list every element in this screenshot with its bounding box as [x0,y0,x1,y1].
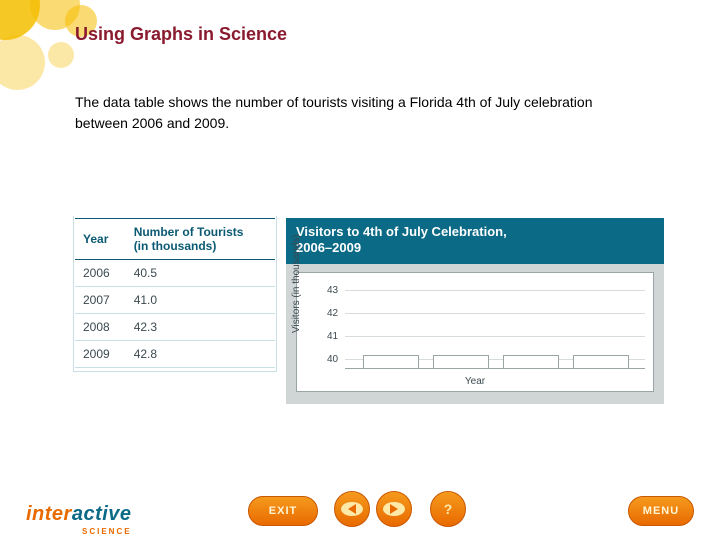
chart-gridline [345,313,645,314]
next-icon [383,502,405,516]
table-row: 200942.8 [75,341,275,368]
menu-button[interactable]: MENU [628,496,694,526]
chart-plot [345,279,645,369]
exit-label: EXIT [269,505,297,517]
chart-x-slot [433,355,489,369]
chart-gridline [345,290,645,291]
brand-subtitle: SCIENCE [82,527,132,536]
table-cell: 2007 [75,287,126,314]
chart-gridline [345,336,645,337]
help-icon: ? [444,501,453,517]
table-cell: 40.5 [126,260,275,287]
chart-x-slot [573,355,629,369]
chart-panel: Visitors to 4th of July Celebration, 200… [286,218,664,404]
chart-y-tick: 42 [327,308,338,319]
table-row: 200640.5 [75,260,275,287]
table-cell: 42.3 [126,314,275,341]
help-button[interactable]: ? [430,491,466,527]
table-cell: 2006 [75,260,126,287]
menu-label: MENU [643,505,679,517]
page-title: Using Graphs in Science [75,24,287,45]
decor-circle [48,42,74,68]
decor-circle [0,35,45,90]
chart-x-label: Year [297,376,653,387]
prev-button[interactable] [334,491,370,527]
table-cell: 2008 [75,314,126,341]
chart-y-tick: 40 [327,354,338,365]
table-cell: 2009 [75,341,126,368]
table-header-main: Number of Tourists [134,225,244,239]
chart-x-slot [503,355,559,369]
prev-icon [341,502,363,516]
table-row: 200842.3 [75,314,275,341]
table-header-year: Year [75,219,126,260]
chart-y-label: Visitors (in thousands) [291,234,302,333]
chart-title: Visitors to 4th of July Celebration, 200… [286,218,664,264]
chart-title-line1: Visitors to 4th of July Celebration, [296,224,507,239]
next-button[interactable] [376,491,412,527]
table-header-tourists: Number of Tourists (in thousands) [126,219,275,260]
chart-y-tick: 43 [327,285,338,296]
chart-area: Visitors (in thousands) 40414243 Year [296,272,654,392]
chart-x-slot [363,355,419,369]
chart-y-tick: 41 [327,331,338,342]
bottom-bar: interactive SCIENCE EXIT ? MENU [0,476,720,540]
exit-button[interactable]: EXIT [248,496,318,526]
body-paragraph: The data table shows the number of touri… [75,92,635,134]
table-row: 200741.0 [75,287,275,314]
table-header-sub: (in thousands) [134,239,267,253]
table-cell: 42.8 [126,341,275,368]
chart-title-line2: 2006–2009 [296,240,361,255]
data-table: Year Number of Tourists (in thousands) 2… [75,218,275,368]
table-cell: 41.0 [126,287,275,314]
